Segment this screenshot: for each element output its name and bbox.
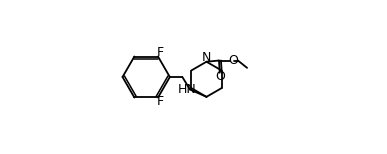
Text: F: F [157, 46, 164, 59]
Text: HN: HN [178, 83, 197, 96]
Text: N: N [202, 51, 211, 64]
Text: F: F [157, 95, 164, 108]
Text: O: O [228, 54, 238, 67]
Text: O: O [216, 70, 226, 83]
